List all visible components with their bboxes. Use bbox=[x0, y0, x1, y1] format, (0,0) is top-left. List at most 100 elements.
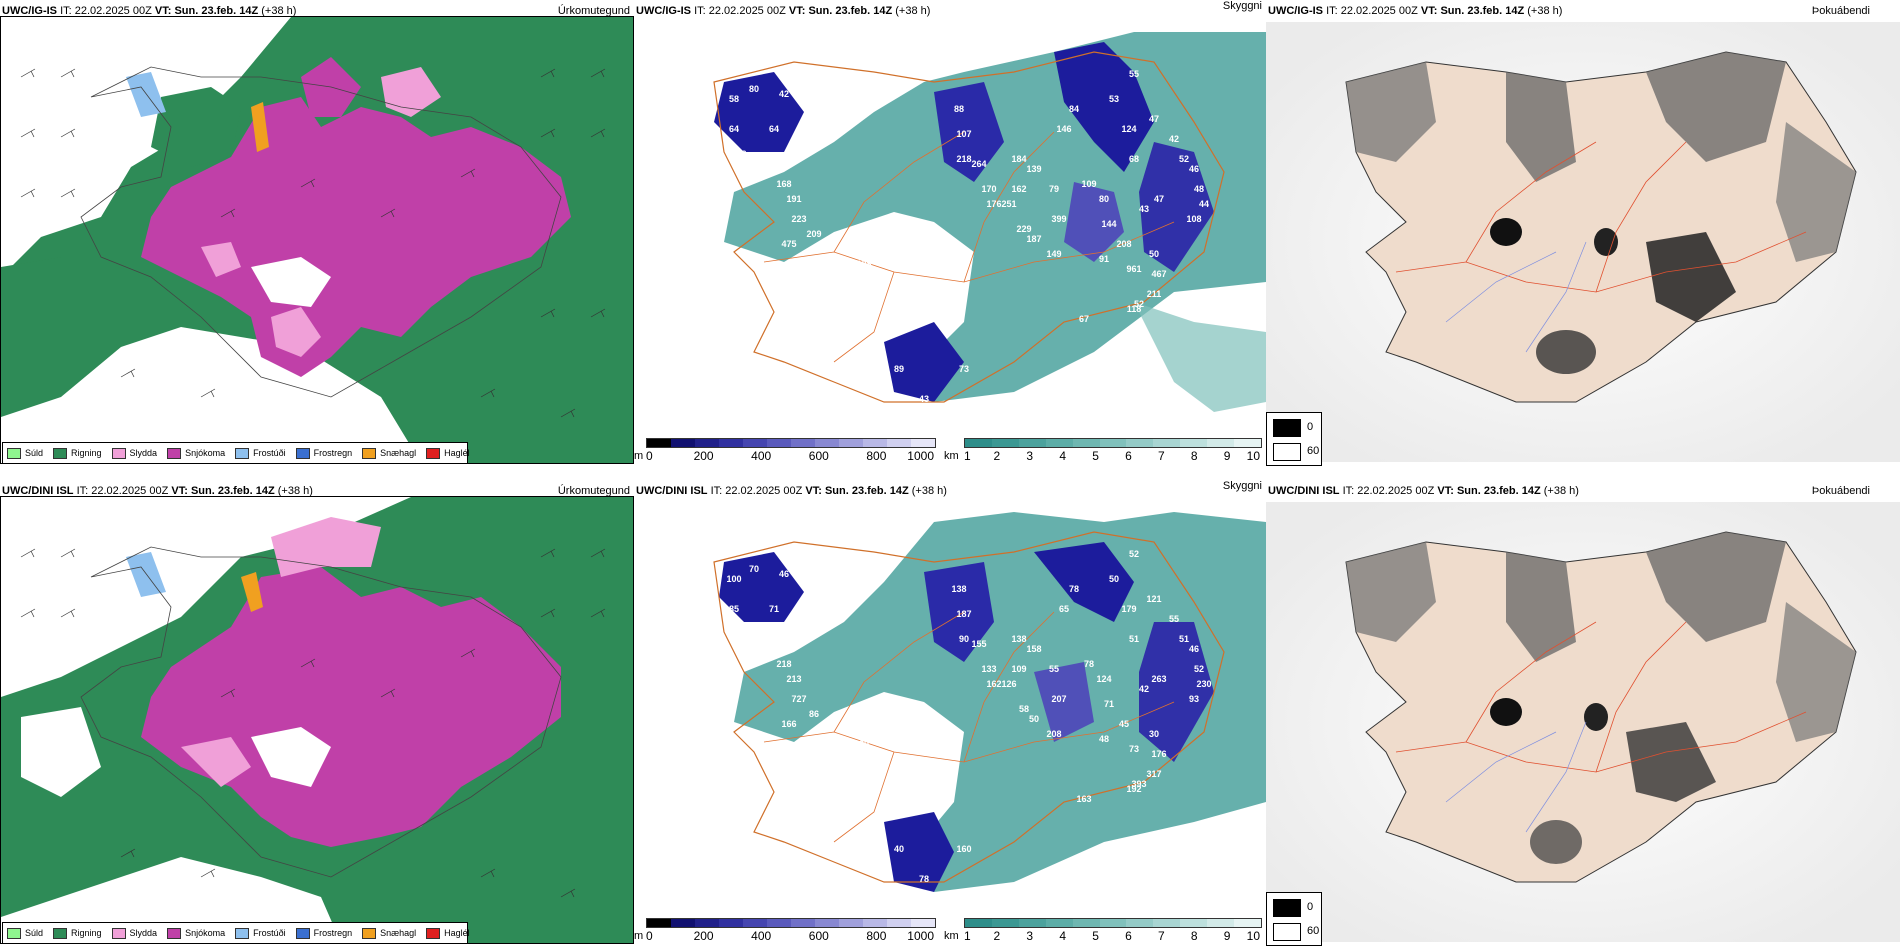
vt-label: VT: bbox=[154, 5, 172, 17]
visibility-value-label: 90 bbox=[859, 739, 869, 749]
colorbar-swatch bbox=[1099, 919, 1127, 927]
colorbar-swatch bbox=[671, 439, 695, 447]
visibility-value-label: 58 bbox=[729, 94, 739, 104]
visibility-panel: UWC/DINI ISL IT: 22.02.2025 00Z VT: Sun.… bbox=[634, 480, 1266, 950]
colorbar-swatch bbox=[839, 919, 863, 927]
lead-time: (+38 h) bbox=[261, 5, 297, 17]
visibility-unit: km bbox=[944, 930, 959, 942]
ceiling-unit: m bbox=[634, 930, 644, 942]
visibility-value-label: 85 bbox=[729, 604, 739, 614]
visibility-value-label: 40 bbox=[894, 844, 904, 854]
colorbar-tick-label: 200 bbox=[693, 449, 714, 463]
visibility-value-label: 65 bbox=[1059, 604, 1069, 614]
colorbar-swatch bbox=[911, 919, 935, 927]
visibility-value-label: 50 bbox=[1109, 574, 1119, 584]
colorbar-tick-label: 6 bbox=[1125, 449, 1132, 463]
visibility-value-label: 107 bbox=[956, 129, 971, 139]
visibility-value-label: 43 bbox=[919, 394, 929, 404]
precip-legend: Súld Rigning Slydda Snjókoma Frostúði Fr… bbox=[2, 922, 470, 944]
legend-label: Slydda bbox=[129, 928, 158, 938]
legend-label: Snæhagl bbox=[380, 448, 417, 458]
colorbar-tick-label: 400 bbox=[751, 929, 772, 943]
fog-swatch-black bbox=[1273, 419, 1301, 437]
colorbar-swatch bbox=[719, 919, 743, 927]
visibility-value-label: 230 bbox=[1196, 679, 1211, 689]
fog-swatch-white bbox=[1273, 923, 1301, 941]
visibility-value-label: 138 bbox=[1011, 634, 1026, 644]
visibility-value-label: 47 bbox=[1149, 114, 1159, 124]
visibility-value-label: 42 bbox=[779, 89, 789, 99]
visibility-value-label: 118 bbox=[1127, 304, 1142, 314]
visibility-value-label: 55 bbox=[1169, 614, 1179, 624]
colorbar-swatch bbox=[965, 439, 992, 447]
visibility-value-label: 399 bbox=[1051, 214, 1066, 224]
visibility-value-label: 93 bbox=[1189, 694, 1199, 704]
visibility-value-label: 70 bbox=[749, 564, 759, 574]
visibility-value-label: 208 bbox=[1046, 729, 1061, 739]
it-label: IT: bbox=[76, 485, 89, 497]
forecast-row-dini-isl: UWC/DINI ISL IT: 22.02.2025 00Z VT: Sun.… bbox=[0, 480, 1900, 950]
fog-swatch-black bbox=[1273, 899, 1301, 917]
visibility-value-label: 144 bbox=[1101, 219, 1116, 229]
visibility-value-label: 84 bbox=[1069, 104, 1079, 114]
panel-title: Þokuábendi bbox=[1811, 485, 1870, 497]
precip-map bbox=[1, 497, 633, 943]
fog-map bbox=[1266, 22, 1900, 462]
visibility-value-label: 187 bbox=[956, 609, 971, 619]
legend-label: Snæhagl bbox=[380, 928, 417, 938]
panel-title: Úrkomutegund bbox=[557, 485, 630, 497]
colorbar-swatch bbox=[719, 439, 743, 447]
it-value: 22.02.2025 00Z bbox=[91, 485, 169, 497]
colorbar-swatch bbox=[991, 919, 1019, 927]
it-label: IT: bbox=[60, 5, 72, 17]
vt-value: Sun. 23.feb. 14Z bbox=[1440, 5, 1525, 17]
model-name: UWC/DINI ISL bbox=[1268, 485, 1340, 497]
visibility-value-label: 138 bbox=[951, 584, 966, 594]
colorbar-tick-label: 10 bbox=[1246, 929, 1260, 943]
visibility-value-label: 155 bbox=[971, 639, 986, 649]
visibility-value-label: 90 bbox=[959, 634, 969, 644]
legend-item-frostregn: Frostregn bbox=[295, 447, 352, 459]
visibility-value-label: 60 bbox=[734, 629, 744, 639]
colorbar-tick-label: 8 bbox=[1190, 449, 1198, 463]
colorbar-tick-label: 8 bbox=[1190, 929, 1198, 943]
visibility-panel: UWC/IG-IS IT: 22.02.2025 00Z VT: Sun. 23… bbox=[634, 0, 1266, 470]
colorbar-swatch bbox=[1126, 439, 1154, 447]
colorbar-tick-label: 3 bbox=[1026, 929, 1034, 943]
ceiling-ramp bbox=[646, 918, 936, 928]
visibility-colorbar: km 1 2 3 4 5 6 7 8 9 10 bbox=[944, 918, 1264, 944]
visibility-value-label: 79 bbox=[1049, 184, 1059, 194]
visibility-value-label: 89 bbox=[894, 364, 904, 374]
visibility-value-label: 52 bbox=[1134, 299, 1144, 309]
it-label: IT: bbox=[1326, 5, 1338, 17]
panel-header: UWC/DINI ISL IT: 22.02.2025 00Z VT: Sun.… bbox=[0, 480, 634, 502]
visibility-value-label: 64 bbox=[769, 124, 779, 134]
visibility-value-label: 251 bbox=[1001, 199, 1016, 209]
colorbar-tick-label: 0 bbox=[646, 449, 653, 463]
visibility-value-label: 78 bbox=[919, 874, 929, 884]
visibility-value-label: 133 bbox=[981, 664, 996, 674]
visibility-value-label: 72 bbox=[719, 724, 729, 734]
visibility-value-label: 179 bbox=[1121, 604, 1136, 614]
colorbar-tick-label: 4 bbox=[1059, 929, 1066, 943]
visibility-value-label: 108 bbox=[1186, 214, 1201, 224]
lead-time: (+38 h) bbox=[1527, 5, 1563, 17]
visibility-value-label: 48 bbox=[1194, 184, 1204, 194]
colorbar-swatch bbox=[1099, 439, 1127, 447]
visibility-map: 58 80 42 64 64 172 50 168 191 223 475 209 106 217 108 8… bbox=[634, 22, 1266, 432]
colorbar-tick-label: 9 bbox=[1223, 929, 1231, 943]
visibility-value-label: 52 bbox=[1179, 154, 1189, 164]
visibility-value-label: 961 bbox=[1126, 264, 1141, 274]
visibility-value-label: 233 bbox=[766, 634, 781, 644]
model-name: UWC/DINI ISL bbox=[636, 485, 708, 497]
colorbar-swatch bbox=[767, 439, 791, 447]
lead-time: (+38 h) bbox=[277, 485, 313, 497]
visibility-value-label: 160 bbox=[956, 844, 971, 854]
visibility-value-label: 78 bbox=[1069, 584, 1079, 594]
visibility-value-label: 67 bbox=[839, 739, 849, 749]
legend-label: Súld bbox=[25, 928, 44, 938]
colorbar-tick-label: 1 bbox=[964, 929, 971, 943]
visibility-value-label: 42 bbox=[1169, 134, 1179, 144]
colorbar-swatch bbox=[1072, 439, 1100, 447]
visibility-value-label: 73 bbox=[959, 364, 969, 374]
